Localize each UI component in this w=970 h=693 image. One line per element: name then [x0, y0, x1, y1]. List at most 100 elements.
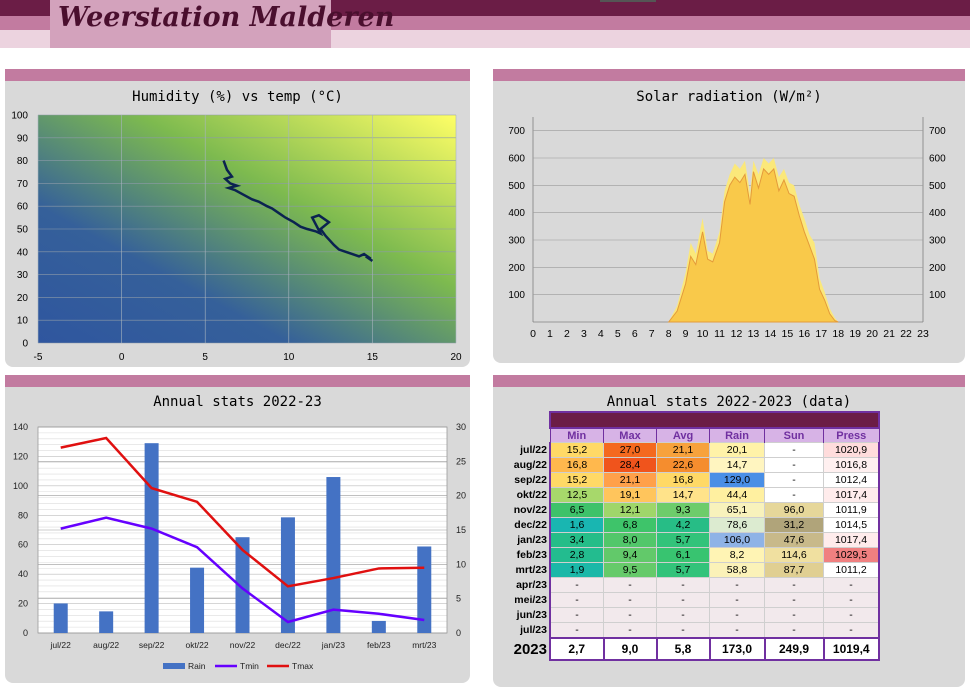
solar-ytick-left: 700 — [508, 126, 525, 137]
table-cell: 6,5 — [549, 502, 604, 518]
solar-xtick: 21 — [883, 328, 895, 340]
tmin-series-line — [60, 516, 425, 624]
annual-xtick: jul/22 — [50, 640, 72, 650]
solar-ytick-right: 600 — [929, 154, 946, 165]
humidity-series-line — [222, 160, 374, 262]
table-cell: - — [656, 607, 710, 623]
table-cell: 8,0 — [603, 532, 657, 548]
table-cell: 5,7 — [656, 562, 710, 578]
hum-xtick: -5 — [34, 352, 43, 363]
table-cell: 47,6 — [764, 532, 824, 548]
hum-xtick: 10 — [283, 352, 295, 363]
legend-rain-label: Rain — [188, 661, 206, 671]
table-cell: 15,2 — [549, 472, 604, 488]
solar-xtick: 3 — [581, 328, 587, 340]
table-cell: 5,7 — [656, 532, 710, 548]
table-cell: 129,0 — [709, 472, 765, 488]
solar-ytick-left: 500 — [508, 181, 525, 192]
annual-ytick-left: 80 — [18, 510, 28, 520]
solar-xtick: 10 — [697, 328, 709, 340]
hum-ytick: 100 — [11, 111, 28, 122]
solar-xtick: 20 — [866, 328, 878, 340]
annual-xtick: feb/23 — [367, 640, 391, 650]
table-row: jan/23 3,4 8,0 5,7 106,0 47,6 1017,4 — [501, 532, 880, 548]
legend-tmin-label: Tmin — [240, 661, 259, 671]
solar-xtick: 2 — [564, 328, 570, 340]
annual-xtick: jan/23 — [321, 640, 345, 650]
table-row: sep/22 15,2 21,1 16,8 129,0-1012,4 — [501, 472, 880, 488]
table-cell: - — [709, 577, 765, 593]
hum-ytick: 60 — [17, 202, 29, 213]
solar-chart-title: Solar radiation (W/m²) — [636, 89, 822, 105]
solar-xtick: 13 — [748, 328, 760, 340]
table-row: dec/22 1,6 6,8 4,2 78,6 31,2 1014,5 — [501, 517, 880, 533]
row-label: okt/22 — [516, 489, 547, 501]
table-cell: - — [656, 592, 710, 608]
solar-ytick-right: 200 — [929, 263, 946, 274]
column-header: Sun — [764, 428, 824, 443]
annual-xtick: okt/22 — [185, 640, 208, 650]
solar-xtick: 8 — [666, 328, 672, 340]
table-row: aug/22 16,8 28,4 22,6 14,7-1016,8 — [501, 457, 880, 473]
table-cell: 12,5 — [549, 487, 604, 503]
table-cell: 1017,4 — [823, 532, 880, 548]
table-cell: - — [709, 607, 765, 623]
solar-xtick: 1 — [547, 328, 553, 340]
annual-ytick-right: 0 — [456, 628, 461, 638]
annual-ytick-left: 20 — [18, 599, 28, 609]
hum-ytick: 20 — [17, 293, 29, 304]
rain-bar — [190, 567, 205, 633]
rain-bar — [53, 603, 68, 633]
hum-xtick: 0 — [119, 352, 125, 363]
hum-ytick: 50 — [17, 225, 29, 236]
annual-ytick-right: 5 — [456, 594, 461, 604]
table-cell: 65,1 — [709, 502, 765, 518]
table-cell: - — [764, 457, 824, 473]
table-cell: 1014,5 — [823, 517, 880, 533]
hum-ytick: 90 — [17, 133, 29, 144]
hum-xtick: 15 — [367, 352, 379, 363]
annual-xtick: dec/22 — [275, 640, 301, 650]
table-cell: 9,4 — [603, 547, 657, 563]
table-row: nov/22 6,5 12,1 9,3 65,1 96,0 1011,9 — [501, 502, 880, 518]
solar-ytick-left: 200 — [508, 263, 525, 274]
table-cell: 1020,9 — [823, 442, 880, 458]
solar-xtick: 19 — [849, 328, 861, 340]
annual-xtick: mrt/23 — [412, 640, 436, 650]
hum-ytick: 10 — [17, 316, 29, 327]
solar-xtick: 15 — [782, 328, 794, 340]
table-banner-row — [501, 411, 880, 429]
solar-ytick-left: 300 — [508, 236, 525, 247]
table-wrapper: Min Max Avg Rain Sun Press jul/22 15,2 27,0 21,1… — [501, 411, 880, 661]
solar-xtick: 22 — [900, 328, 912, 340]
table-cell: - — [656, 577, 710, 593]
solar-ytick-right: 100 — [929, 290, 946, 301]
legend-rain-swatch — [163, 663, 185, 669]
table-row: mrt/23 1,9 9,5 5,7 58,8 87,7 1011,2 — [501, 562, 880, 578]
table-cell: 1012,4 — [823, 472, 880, 488]
table-cell: 1011,9 — [823, 502, 880, 518]
table-row: mei/23- - - - - - — [501, 592, 880, 608]
annual-ytick-right: 10 — [456, 559, 466, 569]
solar-xtick: 14 — [765, 328, 777, 340]
annual-chart: 0 20 40 60 80 100 120 140 0 5 10 15 20 25 30 jul/22 aug/… — [13, 422, 466, 671]
table-cell: - — [764, 472, 824, 488]
column-header: Max — [603, 428, 657, 443]
rain-bar — [280, 517, 295, 633]
row-label: dec/22 — [514, 519, 547, 531]
solar-xtick: 16 — [798, 328, 810, 340]
column-header: Press — [823, 428, 880, 443]
table-cell: 8,2 — [709, 547, 765, 563]
solar-xtick: 4 — [598, 328, 604, 340]
table-row: feb/23 2,8 9,4 6,1 8,2 114,6 1029,5 — [501, 547, 880, 563]
hum-xtick: 5 — [202, 352, 208, 363]
site-title: Weerstation Malderen — [58, 2, 395, 33]
table-cell: 15,2 — [549, 442, 604, 458]
table-row: jul/23- - - - - - — [501, 622, 880, 639]
row-label: apr/23 — [516, 579, 547, 591]
solar-ytick-right: 300 — [929, 236, 946, 247]
annual-chart-panel: Annual stats 2022-23 0 20 40 60 80 100 120 140 0… — [5, 375, 470, 683]
annual-ytick-left: 100 — [13, 481, 28, 491]
panel-header-bar — [493, 69, 965, 81]
